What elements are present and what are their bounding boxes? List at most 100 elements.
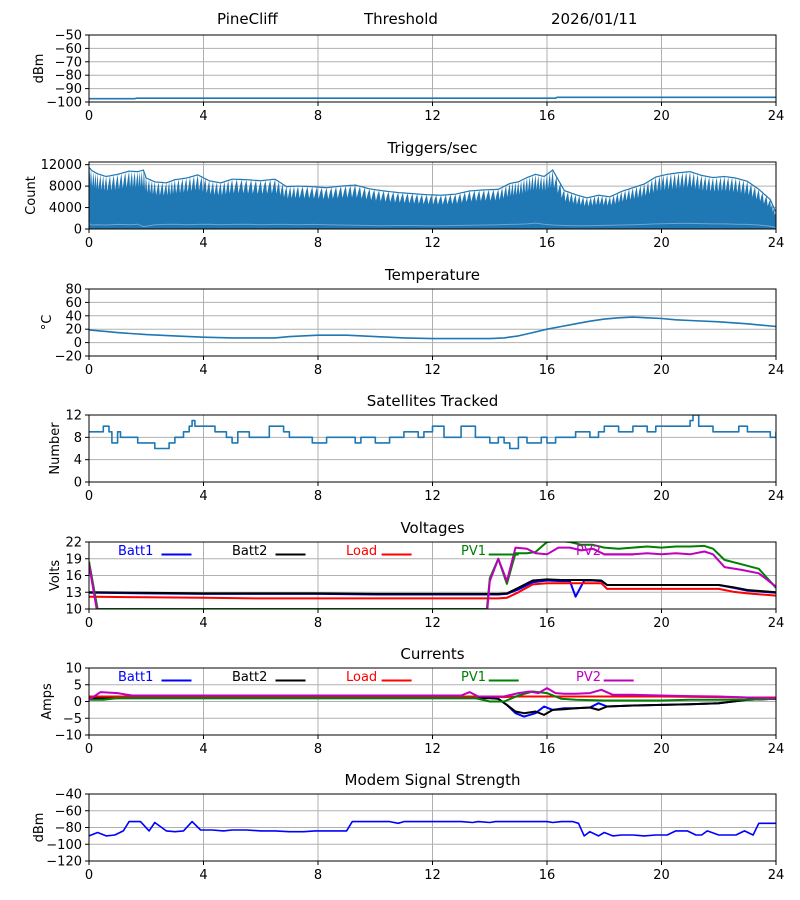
- x-tick-label: 12: [424, 109, 441, 124]
- x-tick-label: 24: [768, 742, 785, 757]
- header-mode: Threshold: [364, 10, 438, 28]
- x-tick-label: 8: [314, 236, 322, 251]
- series-line-temperature: [89, 316, 776, 340]
- x-tick-label: 24: [768, 363, 785, 378]
- y-axis-label: Count: [24, 176, 39, 215]
- series-envelope-count: [89, 166, 776, 213]
- y-tick-label: 16: [65, 569, 82, 584]
- y-tick-label: 13: [65, 586, 82, 601]
- x-tick-label: 0: [85, 616, 93, 631]
- y-tick-label: 12000: [41, 158, 82, 173]
- x-tick-label: 4: [199, 742, 207, 757]
- x-tick-label: 8: [314, 868, 322, 883]
- y-tick-label: 12: [65, 409, 82, 424]
- y-tick-label: 4: [74, 453, 82, 468]
- y-tick-label: −20: [55, 350, 82, 365]
- x-tick-label: 12: [424, 363, 441, 378]
- y-tick-label: −10: [55, 729, 82, 744]
- x-tick-label: 12: [424, 489, 441, 504]
- y-tick-label: 0: [74, 336, 82, 351]
- legend-label-load: Load: [346, 544, 377, 559]
- x-tick-label: 12: [424, 868, 441, 883]
- x-tick-label: 16: [539, 868, 556, 883]
- chart-title: Currents: [400, 645, 464, 663]
- x-tick-label: 24: [768, 109, 785, 124]
- legend-label-pv1: PV1: [461, 670, 486, 685]
- chart-panel-7: 0 4 8 12 16 20 24 −120 −100 −80 −60−40 Modem Signal…: [32, 771, 784, 883]
- y-axis-label: Volts: [48, 560, 63, 592]
- legend-label-batt1: Batt1: [118, 670, 153, 685]
- series-line-pv1: [89, 690, 776, 703]
- chart-panel-2: 0 4 8 12 16 20 24 0 4000 8000 12000 Triggers/sec Cou…: [24, 139, 784, 251]
- x-tick-label: 20: [653, 363, 670, 378]
- x-tick-label: 16: [539, 742, 556, 757]
- x-tick-label: 16: [539, 616, 556, 631]
- x-tick-label: 16: [539, 363, 556, 378]
- legend-label-batt2: Batt2: [232, 670, 267, 685]
- x-tick-label: 16: [539, 109, 556, 124]
- x-tick-label: 20: [653, 868, 670, 883]
- y-tick-label: −80: [55, 69, 82, 84]
- series-line-dbm: [89, 96, 776, 100]
- legend-label-load: Load: [346, 670, 377, 685]
- y-tick-label: 8000: [49, 180, 82, 195]
- x-tick-label: 4: [199, 363, 207, 378]
- x-tick-label: 0: [85, 109, 93, 124]
- x-tick-label: 0: [85, 868, 93, 883]
- y-tick-label: 8: [74, 431, 82, 446]
- legend-label-pv1: PV1: [461, 544, 486, 559]
- series-area-count: [89, 167, 776, 229]
- series-line-pv2: [89, 687, 776, 701]
- legend-label-pv2: PV2: [576, 544, 601, 559]
- x-tick-label: 24: [768, 236, 785, 251]
- y-tick-label: 0: [74, 695, 82, 710]
- header-station: PineCliff: [217, 10, 278, 28]
- y-tick-label: 19: [65, 552, 82, 567]
- y-tick-label: 4000: [49, 201, 82, 216]
- series-line-load: [89, 582, 776, 600]
- series-line-batt2: [89, 697, 776, 716]
- y-tick-label: −5: [63, 712, 82, 727]
- x-tick-label: 20: [653, 489, 670, 504]
- y-tick-label: −40: [55, 788, 82, 803]
- x-tick-label: 12: [424, 742, 441, 757]
- x-tick-label: 8: [314, 489, 322, 504]
- series-line-satellites: [89, 415, 776, 450]
- x-tick-label: 0: [85, 363, 93, 378]
- y-tick-label: 10: [65, 662, 82, 677]
- x-tick-label: 20: [653, 236, 670, 251]
- y-tick-label: −70: [55, 55, 82, 70]
- x-tick-label: 12: [424, 236, 441, 251]
- y-tick-label: −100: [46, 96, 82, 111]
- series-floor-count: [89, 222, 776, 229]
- series-line-pv2: [89, 546, 776, 609]
- y-tick-label: 20: [65, 323, 82, 338]
- y-axis-label: dBm: [32, 54, 47, 84]
- series-line-modem: [89, 820, 776, 837]
- x-tick-label: 4: [199, 616, 207, 631]
- x-tick-label: 24: [768, 868, 785, 883]
- y-tick-label: 0: [74, 223, 82, 238]
- x-tick-label: 20: [653, 742, 670, 757]
- y-axis-label: °C: [40, 315, 55, 331]
- chart-title: Satellites Tracked: [367, 392, 498, 410]
- x-tick-label: 0: [85, 236, 93, 251]
- chart-title: Voltages: [400, 519, 464, 537]
- y-tick-label: 60: [65, 296, 82, 311]
- y-tick-label: 0: [74, 476, 82, 491]
- x-tick-label: 4: [199, 868, 207, 883]
- y-tick-label: −60: [55, 804, 82, 819]
- y-tick-label: 40: [65, 309, 82, 324]
- x-tick-label: 0: [85, 489, 93, 504]
- legend-label-batt2: Batt2: [232, 544, 267, 559]
- x-tick-label: 8: [314, 616, 322, 631]
- x-tick-label: 0: [85, 742, 93, 757]
- y-tick-label: −100: [46, 838, 82, 853]
- y-tick-label: 10: [65, 603, 82, 618]
- y-tick-label: −80: [55, 821, 82, 836]
- y-tick-label: 5: [74, 678, 82, 693]
- chart-panel-1: 0 4 8 12 16 20 24 −100−90−80−70−60−50 dBm: [32, 29, 784, 125]
